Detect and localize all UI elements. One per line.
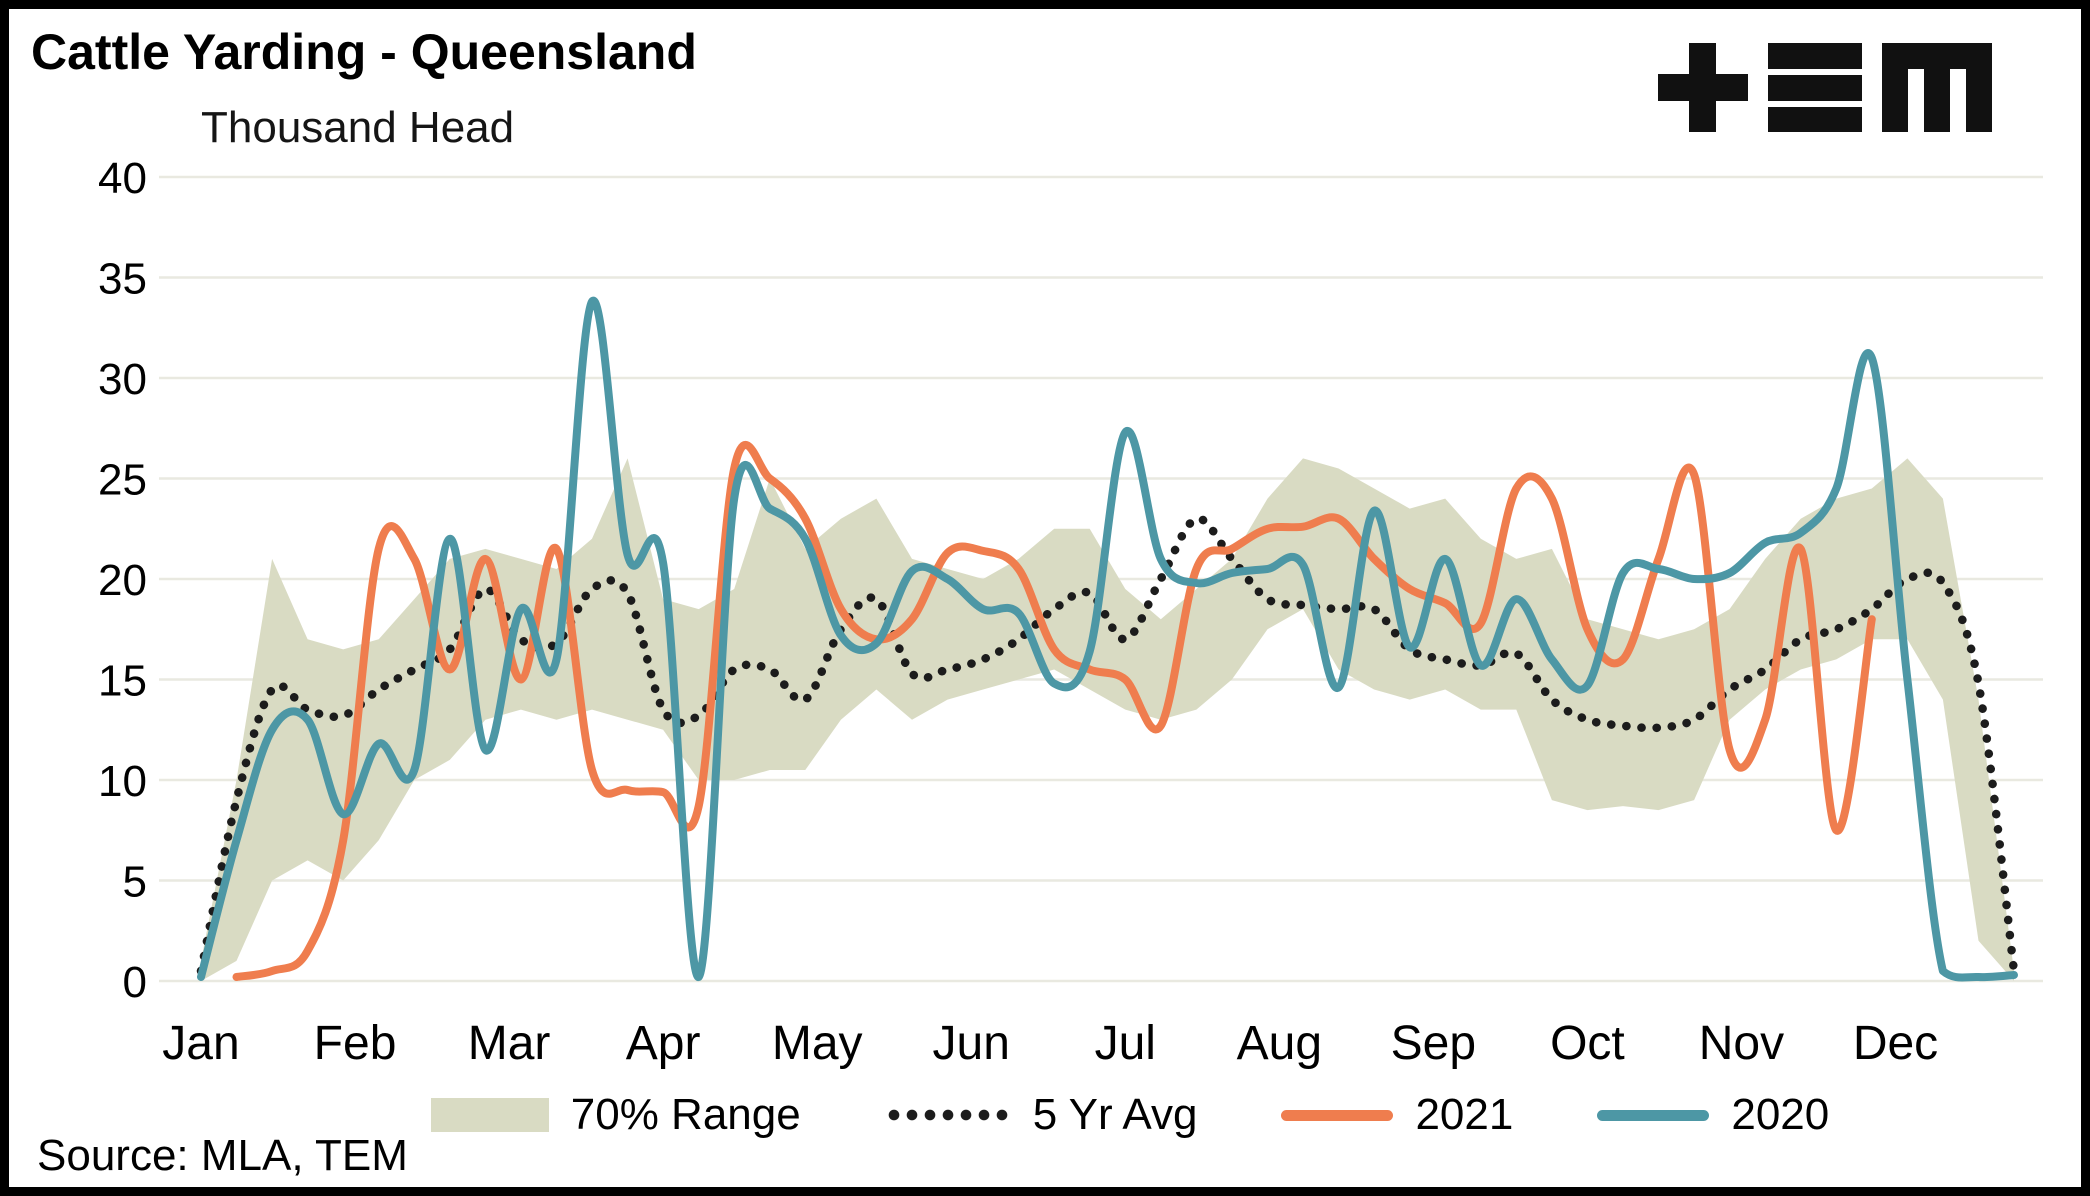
chart-legend: 70% Range 5 Yr Avg 2021 2020 [9,1087,2081,1143]
legend-label-avg: 5 Yr Avg [1032,1090,1198,1139]
x-tick-label: Jan [162,1017,239,1070]
x-tick-label: Aug [1237,1017,1322,1070]
y-tick-label: 35 [98,255,147,304]
y-axis-unit-label: Thousand Head [201,103,515,152]
x-tick-label: Sep [1391,1017,1476,1070]
dotted-line-swatch-icon [884,1108,1011,1122]
range-band-swatch-icon [430,1098,549,1132]
tem-logo-icon [1658,43,1992,132]
page-title: Cattle Yarding - Queensland [31,24,697,80]
x-tick-label: Feb [314,1017,397,1070]
y-tick-label: 25 [98,456,147,505]
y-tick-label: 5 [123,858,147,907]
range-band-area [201,458,2014,981]
x-tick-label: May [772,1017,863,1070]
legend-label-range: 70% Range [570,1090,801,1139]
y-tick-label: 10 [98,757,147,806]
y-tick-label: 20 [98,556,147,605]
legend-item-2020: 2020 [1597,1090,1829,1140]
line-2020-swatch-icon [1597,1109,1710,1121]
legend-label-2020: 2020 [1731,1090,1830,1139]
x-tick-label: Mar [468,1017,551,1070]
x-tick-label: Oct [1550,1017,1625,1070]
legend-item-2021: 2021 [1281,1090,1513,1140]
x-tick-label: Dec [1853,1017,1938,1070]
y-tick-label: 30 [98,355,147,404]
x-tick-label: Nov [1699,1017,1784,1070]
series-line-2021 [232,440,1876,981]
y-tick-label: 15 [98,657,147,706]
legend-item-range: 70% Range [430,1090,801,1140]
legend-label-2021: 2021 [1415,1090,1514,1139]
legend-item-avg: 5 Yr Avg [884,1090,1198,1140]
x-tick-label: Jun [933,1017,1010,1070]
chart-canvas: 0 5 10 15 20 25 30 35 40 Jan Feb Mar Apr May Jun Jul Aug… [98,154,2043,1070]
x-tick-label: Apr [626,1017,701,1070]
y-tick-label: 40 [98,154,147,203]
series-line-2020 [197,296,2018,982]
x-tick-label: Jul [1095,1017,1156,1070]
source-note: Source: MLA, TEM [37,1131,408,1180]
y-tick-label: 0 [123,958,147,1007]
line-2021-swatch-icon [1281,1109,1394,1121]
